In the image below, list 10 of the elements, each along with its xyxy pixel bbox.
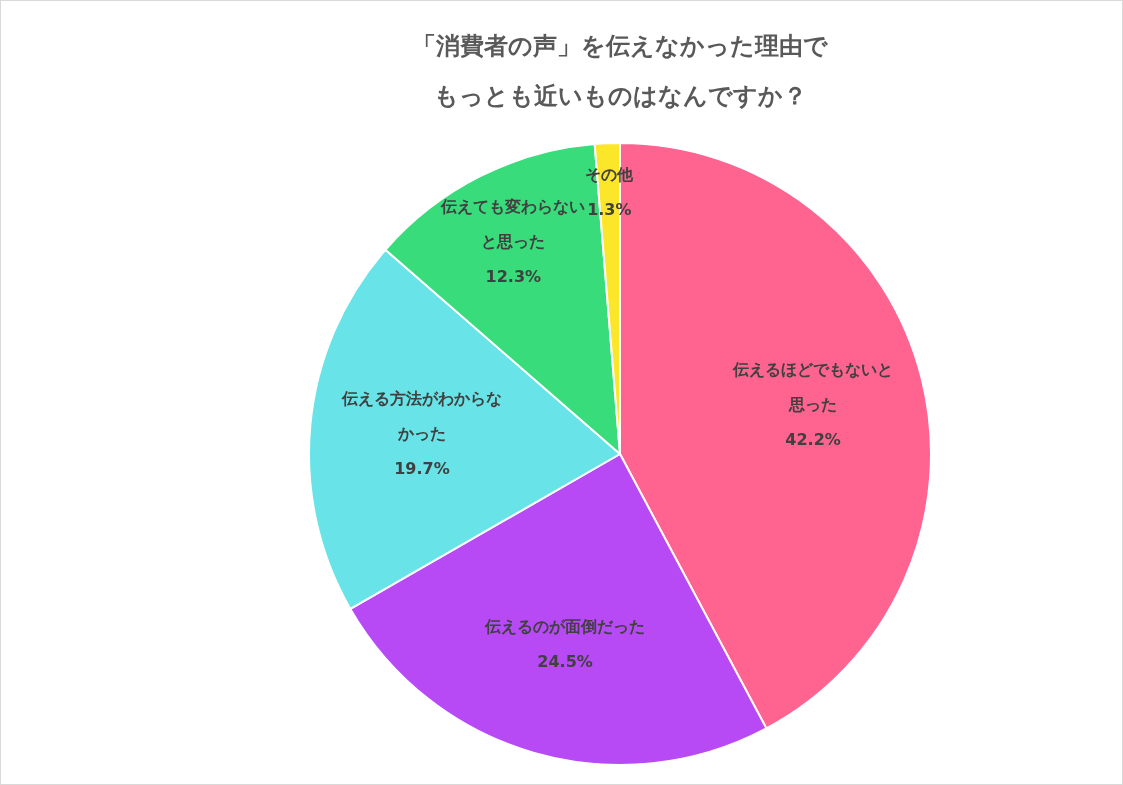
data-label: 1.3% — [587, 199, 632, 219]
data-label: 42.2% — [785, 429, 841, 449]
slice-label: 伝えるのが面倒だった — [484, 616, 646, 636]
slice-label: 伝えるほどでもないと思った — [732, 359, 894, 414]
chart-title: 「消費者の声」を伝えなかった理由でもっとも近いものはなんですか？ — [411, 31, 829, 112]
data-label: 19.7% — [394, 458, 450, 478]
data-label: 12.3% — [485, 267, 542, 287]
data-label: 24.5% — [537, 651, 593, 671]
slice-label: 伝える方法がわからなかった — [340, 388, 502, 443]
slice-label: 伝えても変わらないと思った — [440, 197, 586, 252]
